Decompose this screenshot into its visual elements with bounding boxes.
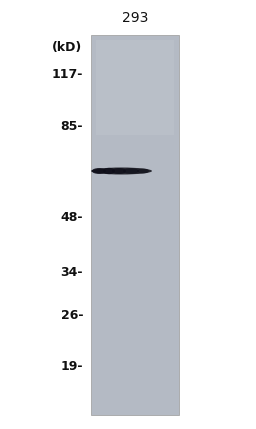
Text: 19-: 19- (60, 360, 83, 372)
Ellipse shape (91, 167, 152, 175)
Ellipse shape (137, 169, 149, 173)
Ellipse shape (123, 168, 139, 174)
Bar (96, 40, 174, 135)
Bar (91, 35, 179, 415)
Text: 117-: 117- (52, 68, 83, 82)
Text: 34-: 34- (60, 266, 83, 279)
Text: 293: 293 (122, 11, 148, 25)
Text: 26-: 26- (60, 309, 83, 322)
Text: 85-: 85- (60, 120, 83, 133)
Ellipse shape (92, 168, 106, 174)
Text: 48-: 48- (60, 211, 83, 224)
Ellipse shape (112, 168, 126, 174)
Text: (kD): (kD) (52, 42, 82, 54)
Ellipse shape (103, 168, 115, 174)
